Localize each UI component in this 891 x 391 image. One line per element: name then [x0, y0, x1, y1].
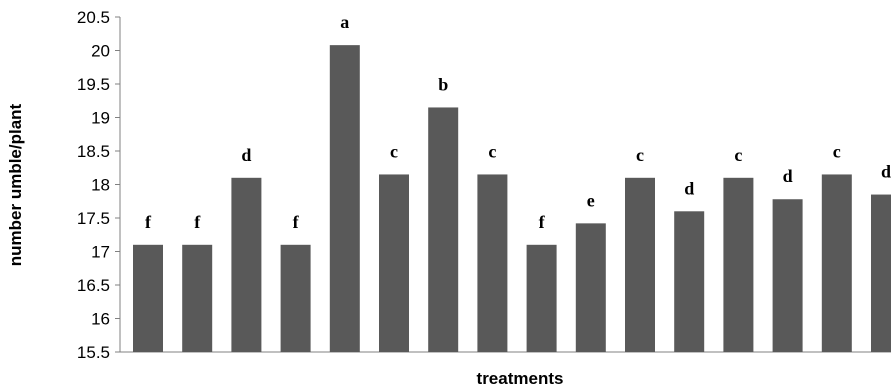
bar-significance-label: f [145, 212, 152, 232]
bar-significance-label: d [684, 178, 694, 198]
bar [477, 174, 508, 352]
y-axis-title: number umble/plant [6, 103, 25, 266]
bar [674, 211, 705, 352]
y-tick-label: 17 [91, 243, 110, 262]
y-tick-label: 18 [91, 176, 110, 195]
bar-significance-label: d [241, 145, 251, 165]
bar-significance-label: f [194, 212, 201, 232]
bar [772, 199, 803, 352]
bar-significance-labels: f f d f a c b c f e c d c d c d [145, 12, 891, 232]
bar [575, 223, 606, 352]
y-tick-label: 20.5 [77, 8, 110, 27]
bar [871, 194, 891, 352]
bar-significance-label: d [881, 162, 891, 182]
bar-significance-label: f [293, 212, 300, 232]
bar-significance-label: c [734, 145, 742, 165]
y-tick-label: 19.5 [77, 75, 110, 94]
bars [133, 45, 891, 352]
bar-significance-label: e [587, 190, 595, 210]
bar-significance-label: b [438, 74, 448, 94]
bar [821, 174, 852, 352]
bar [625, 177, 655, 352]
bar-significance-label: c [636, 145, 644, 165]
bar [379, 174, 409, 352]
y-tick-label: 16.5 [77, 276, 110, 295]
bar [526, 244, 557, 352]
bar [329, 45, 360, 352]
bar [723, 177, 754, 352]
bar [428, 107, 459, 352]
bar-significance-label: c [833, 141, 841, 161]
bar-significance-label: c [390, 141, 398, 161]
bar-significance-label: f [539, 212, 546, 232]
bar [280, 244, 311, 352]
x-axis-title: treatments [477, 369, 564, 388]
y-tick-label: 19 [91, 109, 110, 128]
y-tick-label: 20 [91, 42, 110, 61]
y-axis: 15.5 16 16.5 17 17.5 18 18.5 19 19.5 20 20.5 [77, 8, 891, 362]
bar-significance-label: a [340, 12, 349, 32]
bar [133, 244, 163, 352]
y-tick-label: 16 [91, 310, 110, 329]
y-tick-label: 17.5 [77, 209, 110, 228]
bar-significance-label: d [783, 166, 793, 186]
bar [182, 244, 213, 352]
y-tick-label: 15.5 [77, 343, 110, 362]
y-tick-label: 18.5 [77, 142, 110, 161]
bar [231, 177, 262, 352]
bar-significance-label: c [488, 141, 496, 161]
